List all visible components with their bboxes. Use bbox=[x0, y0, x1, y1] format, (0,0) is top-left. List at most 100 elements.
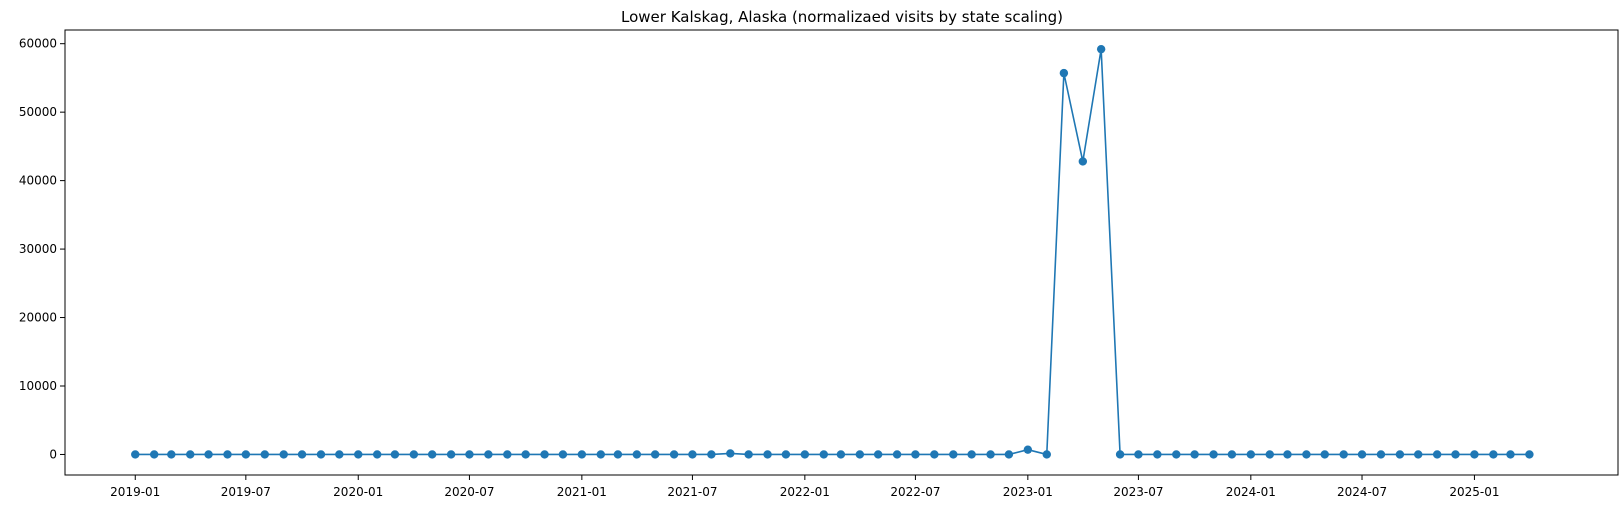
data-point bbox=[1432, 450, 1442, 459]
data-point bbox=[836, 450, 846, 459]
data-point bbox=[316, 450, 326, 459]
x-tick-label: 2020-07 bbox=[444, 485, 494, 499]
x-tick-label: 2022-07 bbox=[890, 485, 940, 499]
x-tick-label: 2019-07 bbox=[221, 485, 271, 499]
data-point bbox=[390, 450, 400, 459]
data-point bbox=[1227, 450, 1237, 459]
data-point bbox=[632, 450, 642, 459]
data-point bbox=[540, 450, 549, 459]
y-tick-label: 40000 bbox=[19, 174, 57, 188]
data-point bbox=[800, 450, 810, 459]
chart-title: Lower Kalskag, Alaska (normalizaed visit… bbox=[621, 8, 1063, 26]
data-point bbox=[354, 450, 363, 459]
data-point bbox=[967, 450, 976, 459]
data-point bbox=[1339, 450, 1348, 459]
data-point bbox=[335, 450, 344, 459]
data-point bbox=[409, 450, 419, 459]
data-point bbox=[186, 450, 195, 459]
data-point bbox=[911, 450, 920, 459]
axes-frame bbox=[64, 29, 1619, 476]
data-point bbox=[744, 450, 753, 459]
data-point bbox=[726, 449, 735, 458]
data-point bbox=[669, 450, 679, 459]
data-point bbox=[1320, 450, 1329, 459]
data-point bbox=[1096, 44, 1106, 54]
data-point bbox=[241, 450, 251, 459]
data-point bbox=[1209, 450, 1218, 459]
y-tick-label: 20000 bbox=[19, 311, 57, 325]
x-tick-label: 2024-07 bbox=[1337, 485, 1387, 499]
data-point bbox=[577, 450, 587, 459]
x-tick-label: 2023-07 bbox=[1113, 485, 1163, 499]
x-tick-label: 2022-01 bbox=[780, 485, 830, 499]
y-tick-label: 50000 bbox=[19, 105, 57, 119]
x-tick-label: 2020-01 bbox=[333, 485, 383, 499]
data-point bbox=[1190, 450, 1199, 459]
x-tick-label: 2025-01 bbox=[1449, 485, 1499, 499]
data-point bbox=[873, 450, 883, 459]
data-point bbox=[446, 450, 456, 459]
data-point bbox=[465, 450, 474, 459]
data-point bbox=[1078, 157, 1088, 166]
data-point bbox=[1395, 450, 1405, 459]
data-point bbox=[1506, 450, 1515, 459]
data-point bbox=[596, 450, 605, 459]
data-point bbox=[1265, 450, 1274, 459]
data-point bbox=[150, 450, 159, 459]
data-point bbox=[1004, 450, 1014, 459]
data-point bbox=[1470, 450, 1479, 459]
data-point bbox=[372, 450, 382, 459]
data-point bbox=[1172, 450, 1181, 459]
data-point bbox=[781, 450, 791, 459]
data-point bbox=[297, 450, 307, 459]
series-line bbox=[135, 48, 1530, 456]
x-tick-label: 2021-01 bbox=[557, 485, 607, 499]
data-point bbox=[260, 450, 269, 459]
data-point bbox=[819, 450, 828, 459]
data-point bbox=[855, 450, 865, 459]
y-tick-label: 60000 bbox=[19, 37, 57, 51]
data-point bbox=[1489, 450, 1498, 459]
data-point bbox=[1023, 445, 1033, 454]
data-point bbox=[484, 450, 493, 459]
data-point bbox=[1115, 450, 1125, 459]
data-point bbox=[167, 450, 176, 459]
y-tick-label: 10000 bbox=[19, 379, 57, 393]
data-point bbox=[1153, 450, 1162, 459]
data-point bbox=[1357, 450, 1367, 459]
x-tick-label: 2023-01 bbox=[1003, 485, 1053, 499]
data-point bbox=[223, 450, 232, 459]
data-point bbox=[427, 450, 437, 459]
data-point bbox=[558, 450, 568, 459]
data-point bbox=[1451, 450, 1460, 459]
y-tick-label: 0 bbox=[49, 447, 57, 461]
data-point bbox=[1283, 450, 1292, 459]
data-point bbox=[1246, 450, 1256, 459]
y-tick-label: 30000 bbox=[19, 242, 57, 256]
x-tick-label: 2024-01 bbox=[1226, 485, 1276, 499]
data-point bbox=[1525, 450, 1534, 459]
plot-area: 2019-01 2019-07 2020-01 2020-07 2021-01 2021-… bbox=[19, 29, 1619, 499]
data-point bbox=[1042, 450, 1051, 459]
data-point bbox=[986, 450, 995, 459]
x-tick-label: 2021-07 bbox=[667, 485, 717, 499]
data-point bbox=[892, 450, 902, 459]
data-point bbox=[688, 450, 697, 459]
data-point bbox=[131, 450, 140, 459]
data-point bbox=[650, 450, 660, 459]
data-point bbox=[930, 450, 939, 459]
data-point bbox=[707, 450, 716, 459]
x-tick-label: 2019-01 bbox=[110, 485, 160, 499]
data-point bbox=[521, 450, 530, 459]
data-point bbox=[279, 450, 288, 459]
data-point bbox=[763, 450, 772, 459]
data-point bbox=[1376, 450, 1386, 459]
data-point bbox=[949, 450, 958, 459]
data-point bbox=[1059, 68, 1069, 78]
data-point bbox=[613, 450, 623, 459]
data-point bbox=[1134, 450, 1143, 459]
data-point bbox=[503, 450, 512, 459]
data-point bbox=[1302, 450, 1311, 459]
data-point bbox=[1414, 450, 1423, 459]
